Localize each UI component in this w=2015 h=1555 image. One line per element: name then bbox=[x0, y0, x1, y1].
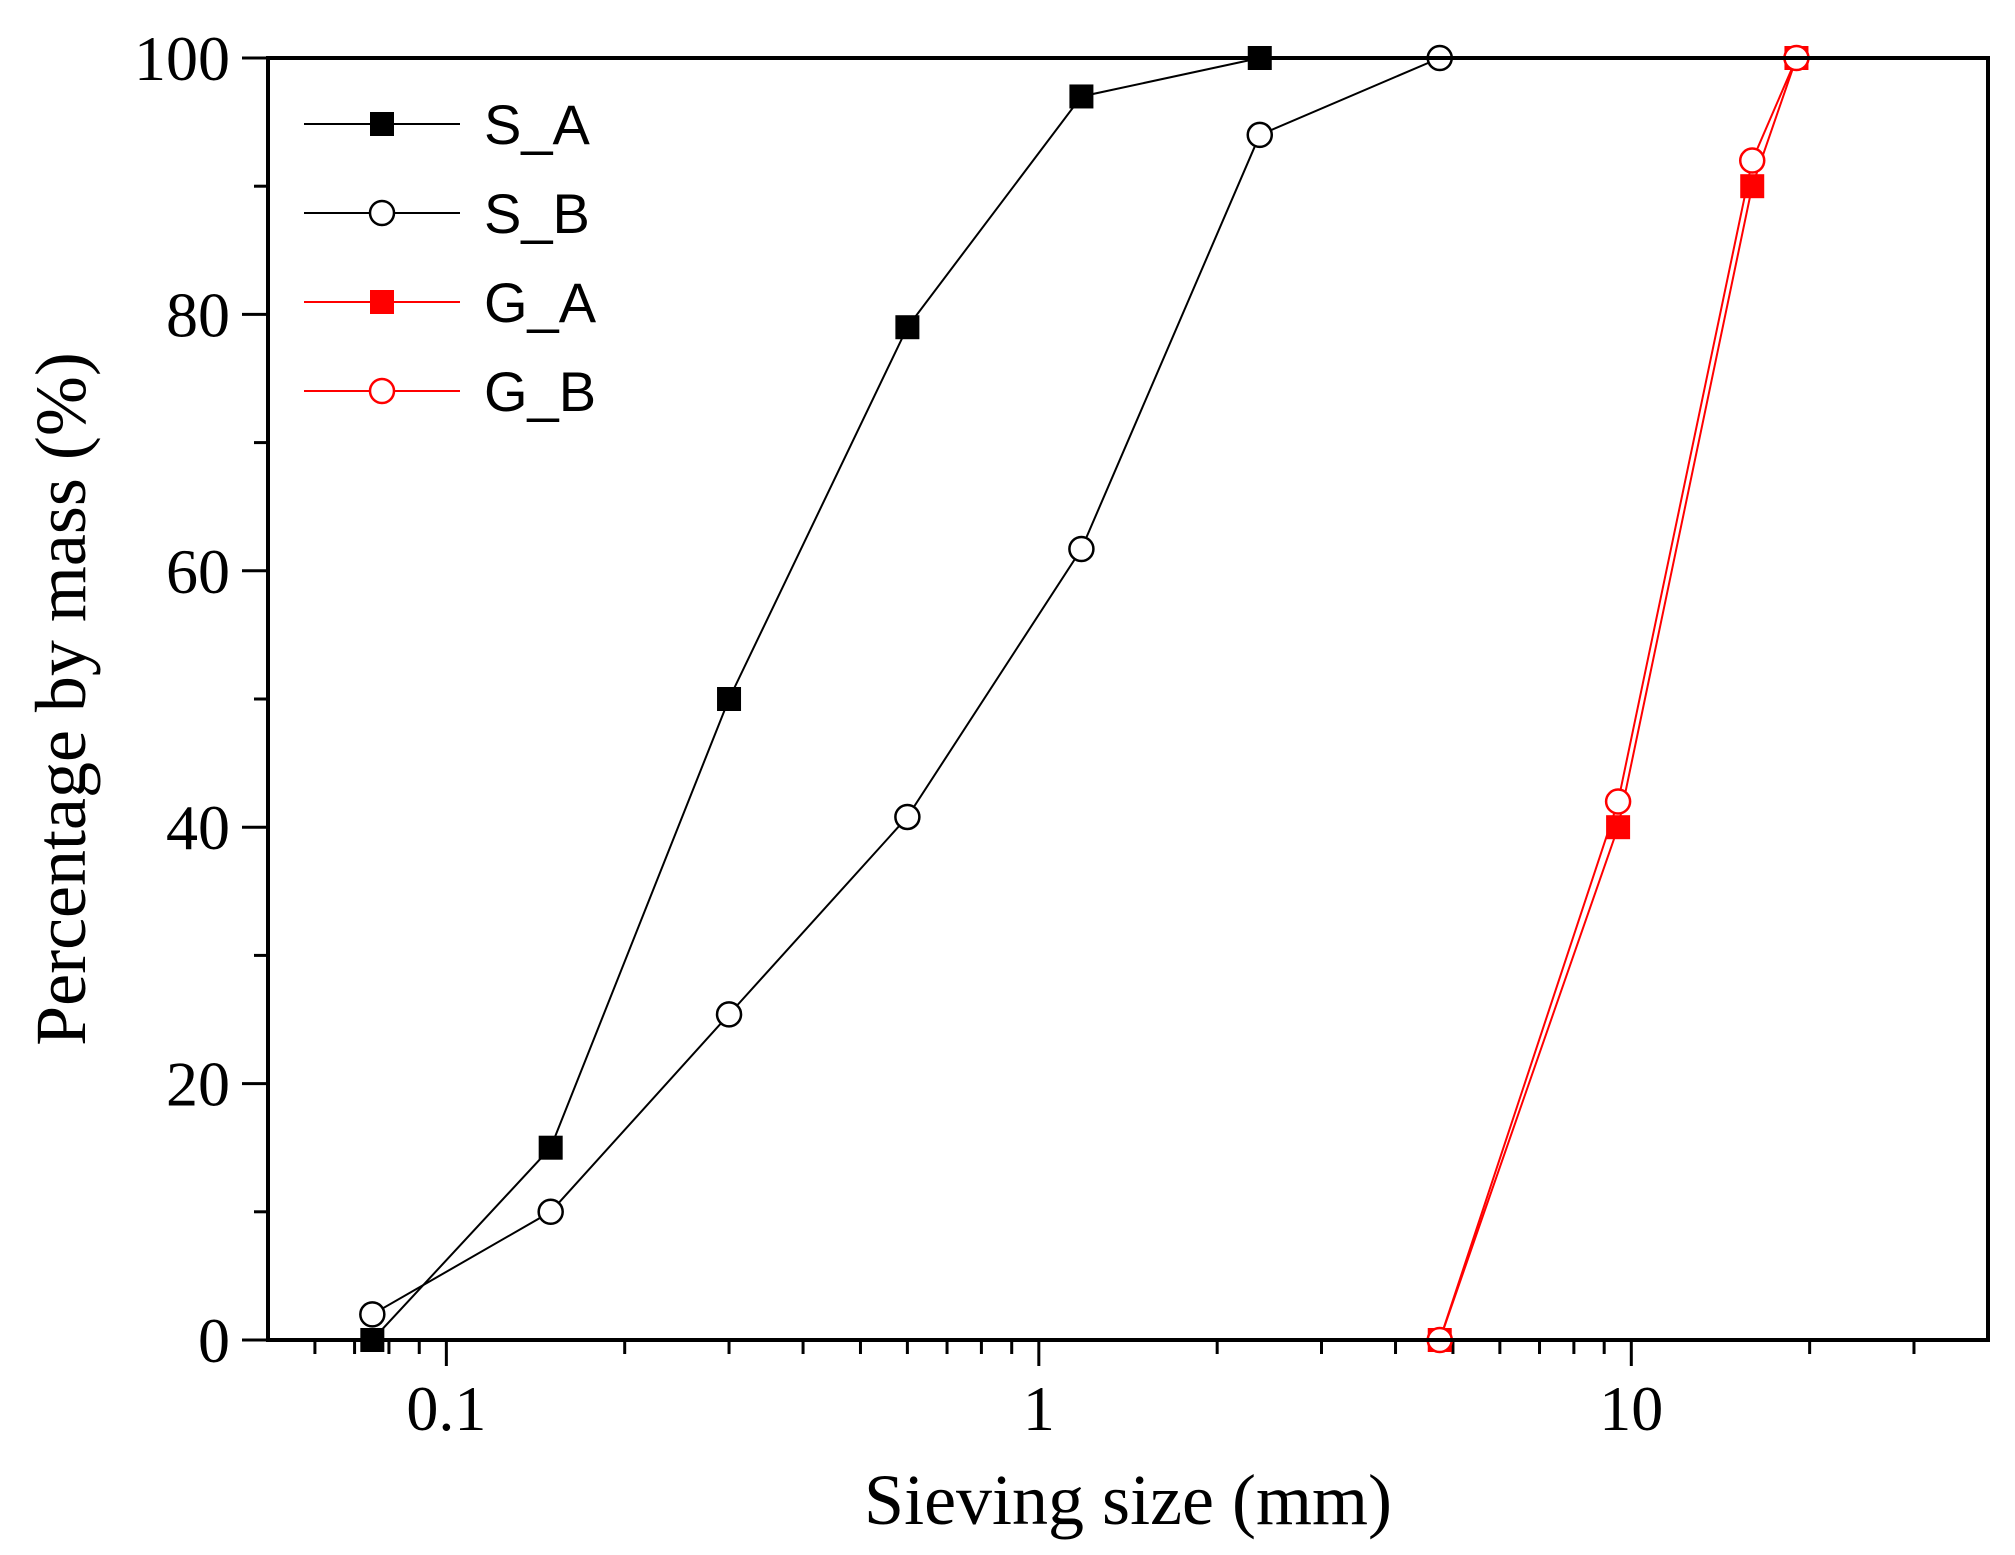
series-s-b-point bbox=[1246, 121, 1274, 149]
series-s-a-line bbox=[371, 57, 1260, 1341]
series-g-b-point bbox=[1738, 147, 1766, 174]
legend-item-s-a: S_A bbox=[304, 93, 590, 156]
legend-item-s-b: S_B bbox=[304, 182, 590, 245]
series-g-b-point bbox=[1604, 788, 1632, 815]
y-tick-label: 0 bbox=[198, 1305, 230, 1376]
minor-ticks bbox=[254, 184, 1916, 1354]
y-tick-labels: 0 20 40 60 80 100 bbox=[134, 23, 230, 1376]
series-s-b-point bbox=[894, 803, 921, 831]
legend-label: S_A bbox=[484, 93, 590, 156]
x-tick-labels: 0.1 1 10 bbox=[406, 1373, 1663, 1444]
series-s-b-point bbox=[359, 1301, 386, 1328]
legend-label: S_B bbox=[484, 182, 590, 245]
major-ticks bbox=[242, 56, 1633, 1366]
y-tick-label: 100 bbox=[134, 23, 230, 94]
series-layer bbox=[359, 44, 1810, 1354]
legend-marker bbox=[370, 290, 394, 314]
series-s-a-point bbox=[895, 315, 920, 340]
series-s-b-point bbox=[1068, 535, 1095, 563]
legend-marker bbox=[368, 199, 396, 227]
series-g-a bbox=[1427, 46, 1809, 1352]
y-axis-title: Percentage by mass (%) bbox=[21, 352, 101, 1046]
series-s-b-line bbox=[371, 57, 1441, 1316]
series-s-a-point bbox=[538, 1135, 563, 1160]
series-s-b-point bbox=[537, 1198, 564, 1226]
series-s-a bbox=[360, 46, 1272, 1352]
legend-item-g-b: G_B bbox=[304, 360, 596, 423]
legend-item-g-a: G_A bbox=[304, 271, 597, 334]
series-s-b bbox=[359, 44, 1453, 1328]
y-tick-label: 40 bbox=[166, 792, 230, 863]
series-g-b bbox=[1426, 44, 1810, 1354]
y-tick-label: 80 bbox=[166, 279, 230, 350]
x-tick-label: 10 bbox=[1599, 1373, 1663, 1444]
series-s-a-point bbox=[1069, 84, 1094, 109]
legend-marker bbox=[370, 112, 394, 136]
plot-frame bbox=[266, 56, 1990, 1342]
x-tick-label: 1 bbox=[1023, 1373, 1055, 1444]
series-g-b-line bbox=[1438, 57, 1798, 1341]
x-tick-label: 0.1 bbox=[406, 1373, 486, 1444]
legend-marker bbox=[368, 377, 396, 405]
legend-label: G_A bbox=[484, 271, 597, 334]
y-tick-label: 60 bbox=[166, 536, 230, 607]
legend-label: G_B bbox=[484, 360, 596, 423]
y-tick-label: 20 bbox=[166, 1049, 230, 1120]
series-g-a-line bbox=[1438, 57, 1798, 1341]
series-g-a-point bbox=[1740, 174, 1765, 199]
series-s-a-point bbox=[717, 687, 742, 711]
x-axis-title: Sieving size (mm) bbox=[864, 1460, 1392, 1540]
series-s-b-point bbox=[715, 1001, 743, 1028]
legend: S_A S_B G_A G_B bbox=[304, 93, 597, 423]
